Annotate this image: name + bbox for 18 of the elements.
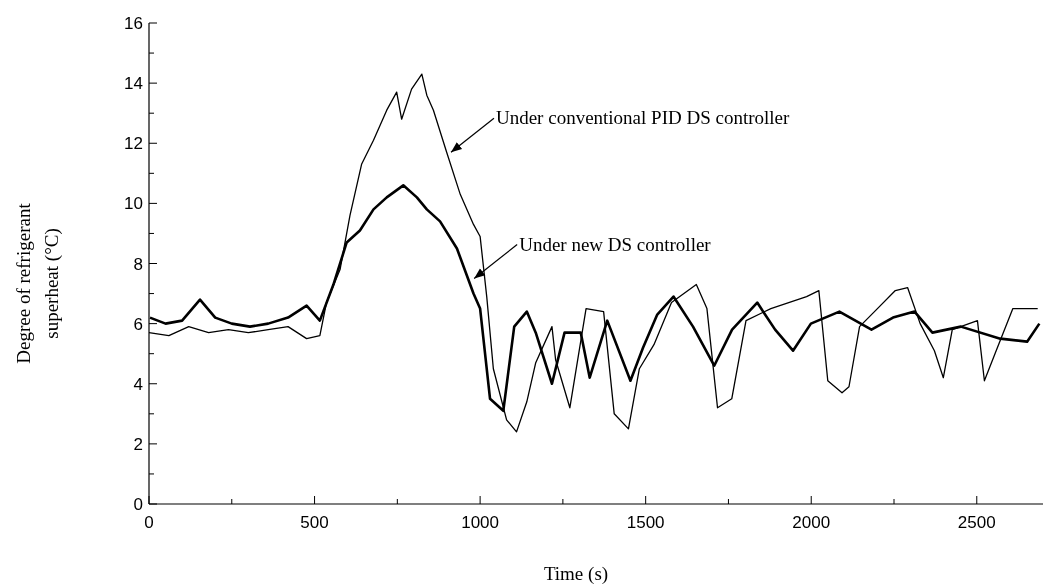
x-axis-title: Time (s) (543, 563, 609, 585)
x-tick-label: 2500 (957, 513, 996, 532)
y-tick-label: 8 (133, 254, 143, 274)
y-tick-label: 2 (133, 434, 143, 454)
annotation: Under new DS controller (519, 233, 712, 255)
y-tick-label: 10 (124, 194, 143, 214)
x-tick-label: 500 (300, 513, 329, 532)
y-axis-title: Degree of refrigerant superheat (°C) (13, 202, 63, 364)
x-tick-label: 2000 (792, 513, 831, 532)
y-tick-label: 6 (133, 314, 143, 334)
annotation: Under conventional PID DS controller (495, 107, 791, 129)
x-tick-label: 1500 (626, 513, 665, 532)
y-tick-label: 4 (133, 374, 143, 394)
y-tick-label: 16 (124, 14, 143, 33)
y-tick-label: 14 (124, 74, 143, 94)
y-tick-label: 0 (133, 495, 143, 514)
y-tick-label: 12 (124, 134, 143, 154)
x-tick-label: 1000 (461, 513, 500, 532)
